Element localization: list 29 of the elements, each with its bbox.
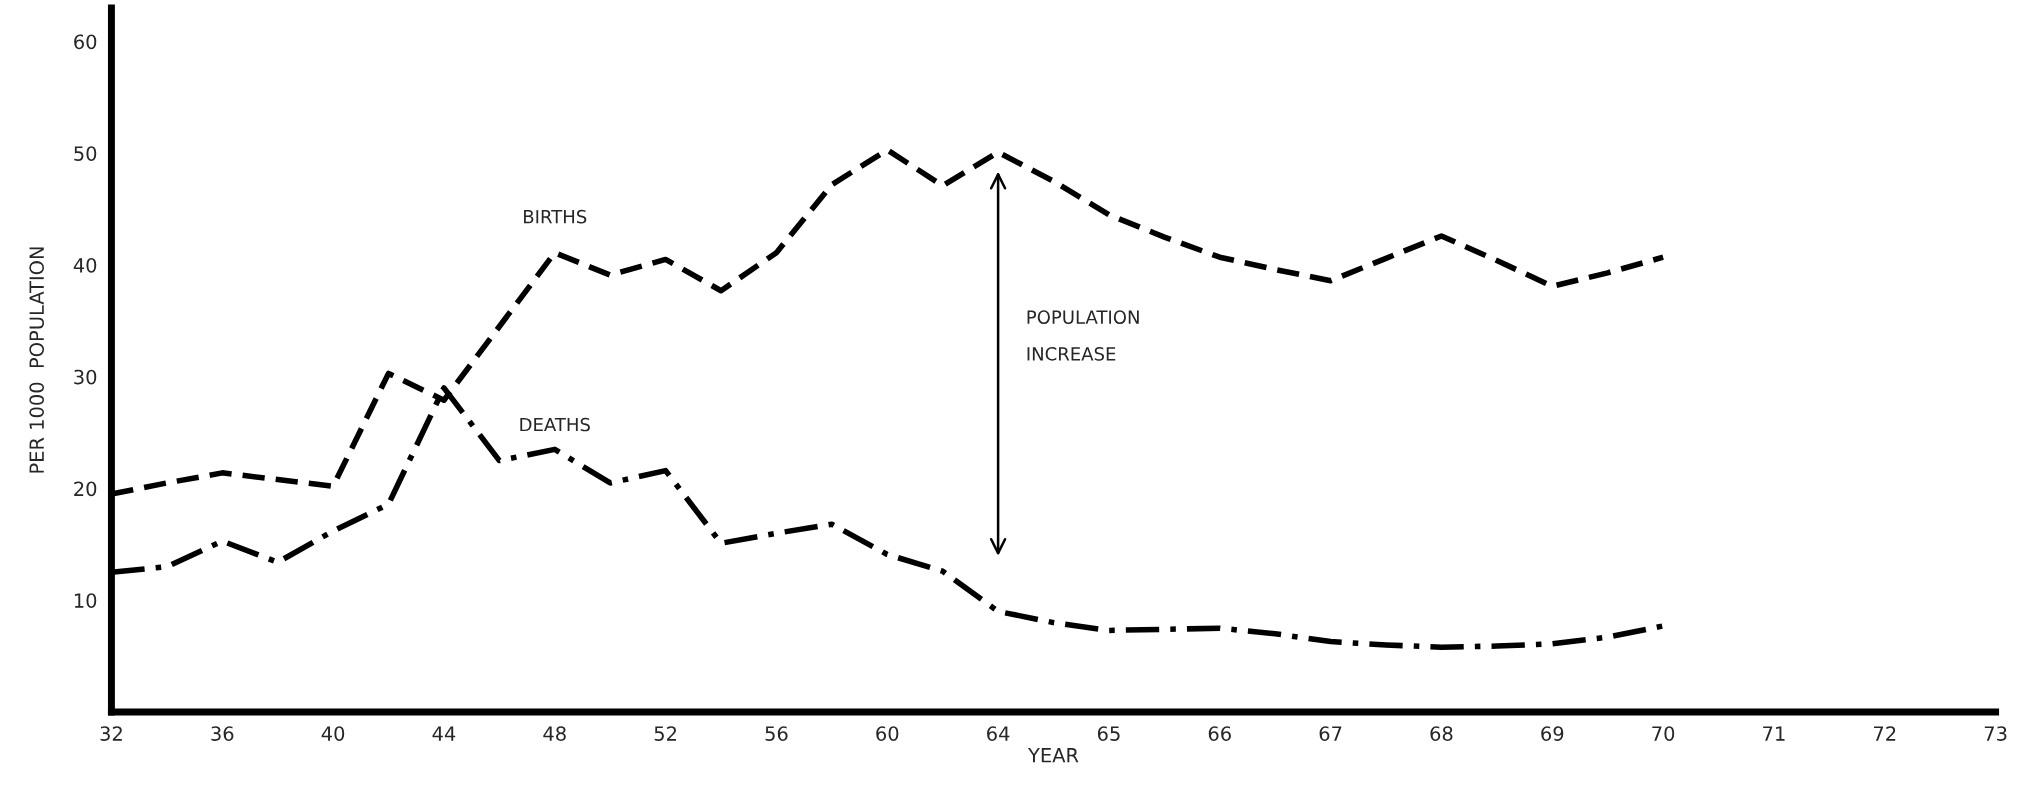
x-tick-label: 48 bbox=[543, 726, 566, 741]
series-label: DEATHS bbox=[520, 417, 590, 432]
y-tick-label: 10 bbox=[74, 593, 97, 608]
x-tick-label: 65 bbox=[1097, 726, 1120, 741]
x-tick-label: 73 bbox=[1984, 726, 2007, 741]
y-tick-label: 40 bbox=[73, 257, 97, 273]
x-tick-label: 52 bbox=[654, 726, 677, 741]
x-tick-label: 67 bbox=[1319, 726, 1342, 741]
y-tick-label: 30 bbox=[74, 369, 97, 385]
x-tick-label: 64 bbox=[987, 726, 1010, 741]
x-tick-label: 44 bbox=[432, 726, 456, 741]
x-axis-title: YEAR bbox=[1027, 748, 1079, 763]
x-tick-label: 70 bbox=[1652, 726, 1675, 741]
series-label: BIRTHS bbox=[524, 209, 587, 224]
x-tick-label: 71 bbox=[1763, 726, 1785, 741]
x-tick-label: 72 bbox=[1874, 726, 1896, 741]
x-tick-label: 69 bbox=[1541, 726, 1564, 741]
y-tick-label: 20 bbox=[74, 481, 97, 497]
x-tick-label: 36 bbox=[211, 726, 234, 741]
x-tick-label: 68 bbox=[1430, 726, 1453, 741]
y-tick-label: 50 bbox=[74, 146, 97, 161]
x-tick-label: 40 bbox=[321, 726, 345, 741]
y-axis-title: PER 1000 POPULATION bbox=[29, 247, 45, 473]
text: POPULATION INCREASE bbox=[1027, 310, 1139, 361]
x-tick-label: 32 bbox=[100, 726, 122, 741]
y-tick-label: 60 bbox=[74, 34, 97, 50]
x-tick-label: 56 bbox=[765, 726, 788, 741]
x-tick-label: 60 bbox=[876, 726, 899, 741]
x-tick-label: 66 bbox=[1208, 726, 1231, 741]
